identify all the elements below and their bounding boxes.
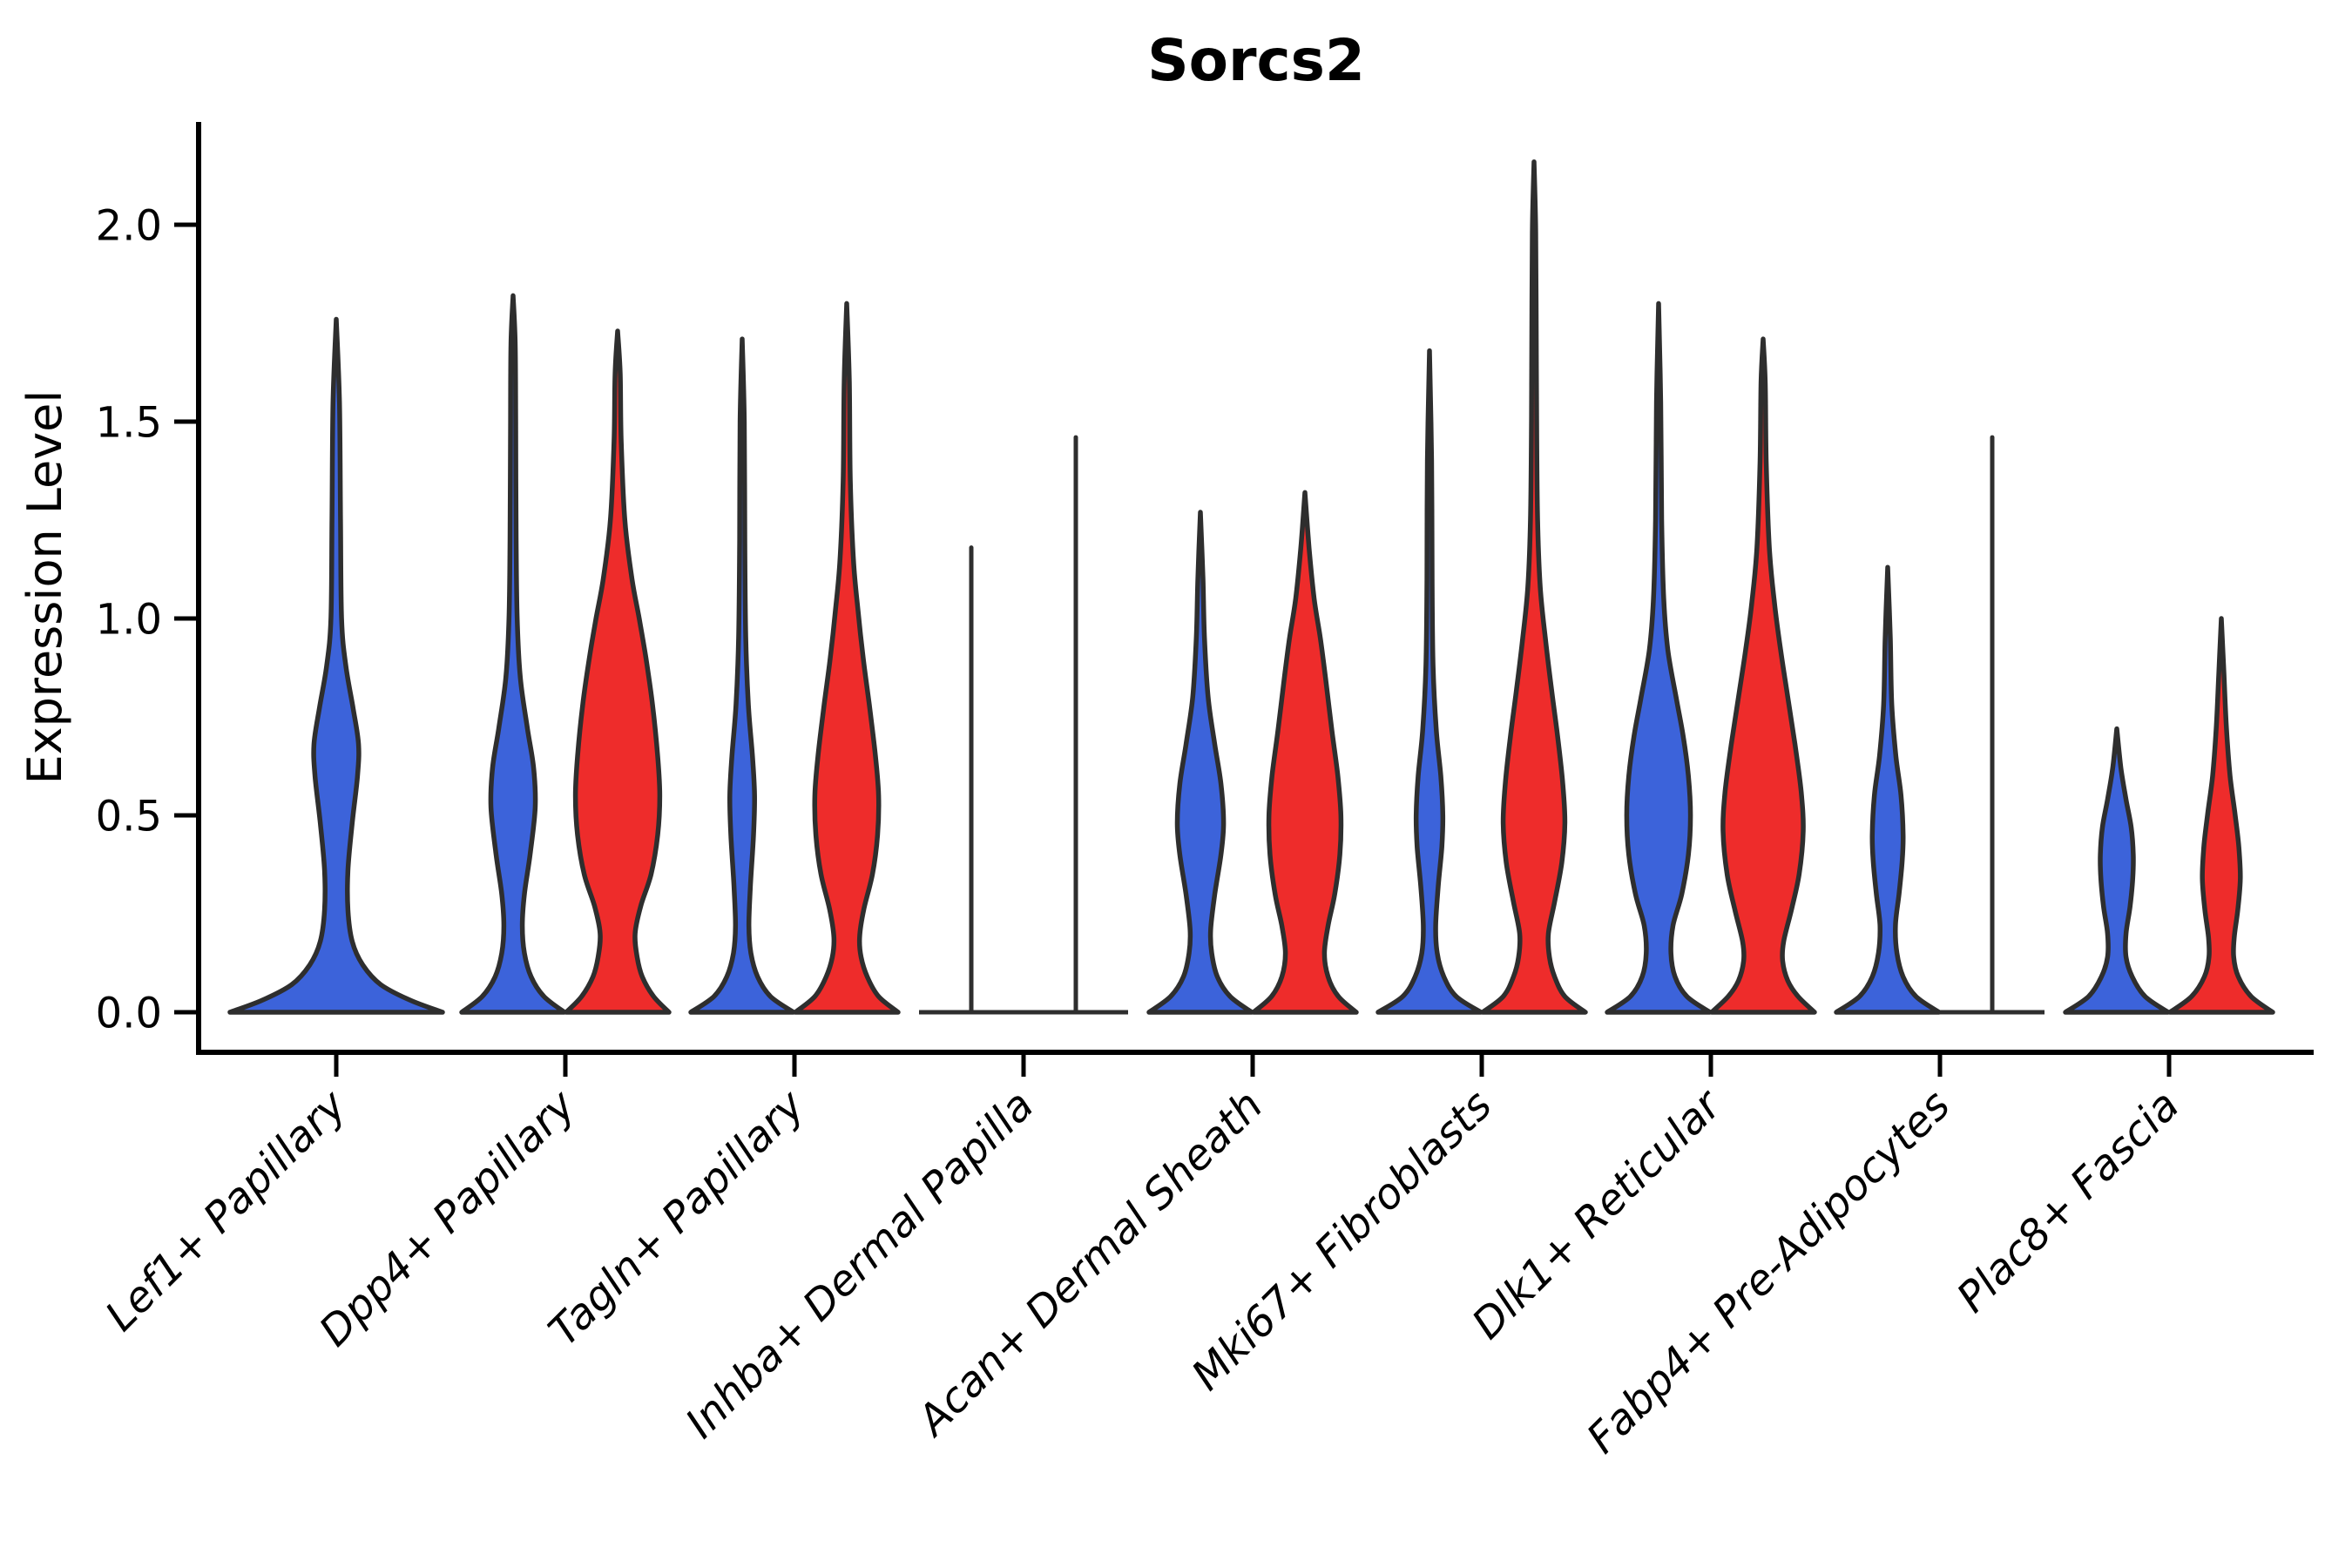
- y-tick-label: 0.5: [96, 792, 162, 841]
- y-tick-label: 1.0: [96, 595, 162, 644]
- y-tick-label: 0.0: [96, 989, 162, 1037]
- violin-acan-dermal-sheath-blue: [1146, 510, 1254, 1015]
- x-category-label: Plac8+ Fascia: [1948, 1081, 2189, 1322]
- x-category-label: Dlk1+ Reticular: [1463, 1079, 1733, 1349]
- violin-mki67-fibroblasts-red: [1480, 159, 1588, 1015]
- violins-layer: [227, 159, 2275, 1015]
- chart-title: Sorcs2: [1147, 27, 1365, 94]
- violin-mki67-fibroblasts-blue: [1375, 348, 1484, 1015]
- y-tick-label: 1.5: [96, 398, 162, 447]
- violin-dlk1-reticular-blue: [1605, 301, 1713, 1015]
- violin-lef1-papillary-blue: [227, 316, 445, 1015]
- y-tick-label: 2.0: [96, 201, 162, 250]
- violin-dpp4-papillary-blue: [459, 293, 567, 1015]
- violin-dlk1-reticular-red: [1709, 336, 1817, 1015]
- violin-tagln-papillary-blue: [688, 336, 796, 1015]
- y-axis-label: Expression Level: [17, 390, 72, 785]
- x-category-label: Dpp4+ Papillary: [310, 1080, 585, 1355]
- violin-tagln-papillary-red: [793, 301, 901, 1015]
- violin-plac8-fascia-red: [2167, 616, 2275, 1015]
- x-category-label: Fabp4+ Pre-Adipocytes: [1578, 1081, 1960, 1463]
- violin-plac8-fascia-blue: [2063, 726, 2171, 1015]
- violin-acan-dermal-sheath-red: [1251, 490, 1359, 1015]
- violin-dpp4-papillary-red: [564, 328, 672, 1015]
- violin-fabp4-pre-adipocytes-blue: [1834, 564, 1942, 1015]
- x-category-label: Tagln+ Papillary: [539, 1080, 814, 1355]
- x-category-label: Lef1+ Papillary: [96, 1080, 356, 1341]
